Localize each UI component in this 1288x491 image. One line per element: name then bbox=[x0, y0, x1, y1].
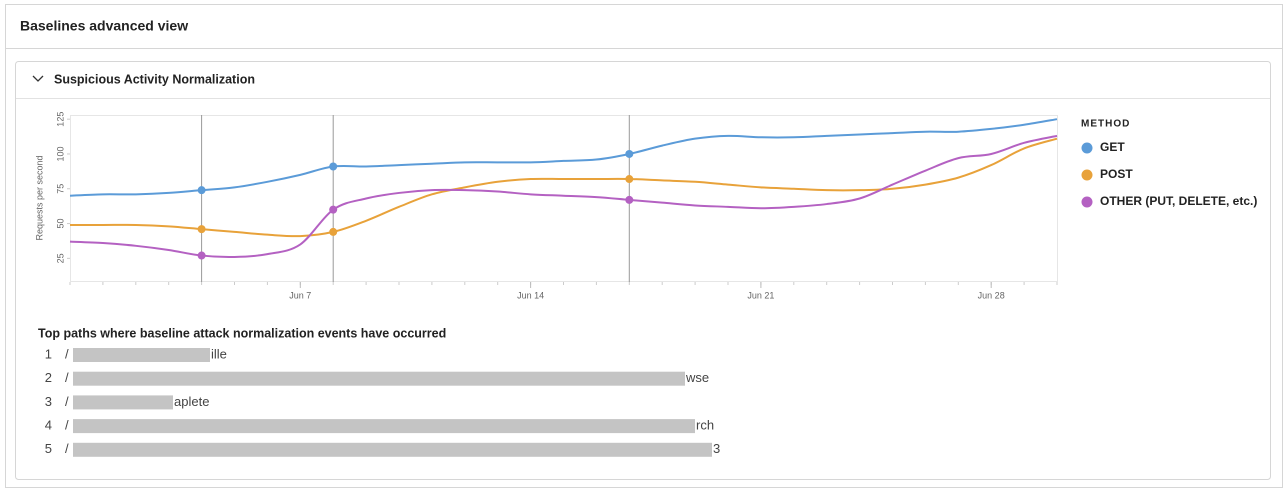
series-line bbox=[70, 137, 1058, 238]
x-tick-label: Jun 14 bbox=[517, 290, 544, 300]
legend-swatch bbox=[1081, 142, 1093, 154]
event-point bbox=[197, 251, 206, 260]
legend-swatch bbox=[1081, 196, 1093, 208]
y-tick-label: 50 bbox=[55, 219, 65, 229]
x-tick-label: Jun 7 bbox=[289, 290, 311, 300]
chart: 25 50 75 100 125 Jun 7 Jun 14 Jun 21 Jun 28 GET PO… bbox=[55, 112, 1257, 301]
event-point bbox=[625, 149, 634, 158]
y-tick-label: 75 bbox=[55, 184, 65, 194]
path-suffix: ille bbox=[211, 346, 227, 361]
redaction bbox=[73, 348, 210, 362]
redaction bbox=[73, 371, 685, 386]
series-line bbox=[69, 134, 1058, 259]
path-prefix: / bbox=[65, 346, 69, 361]
event-point bbox=[197, 225, 206, 234]
path-suffix: wse bbox=[685, 370, 709, 385]
path-prefix: / bbox=[65, 441, 69, 456]
path-rank: 3 bbox=[45, 394, 52, 409]
path-suffix: aplete bbox=[174, 394, 209, 409]
path-rank: 1 bbox=[45, 346, 52, 361]
legend-label: GET bbox=[1100, 140, 1125, 154]
legend-label: OTHER (PUT, DELETE, etc.) bbox=[1100, 194, 1257, 208]
event-point bbox=[625, 175, 634, 184]
y-tick-label: 25 bbox=[55, 253, 65, 263]
redaction bbox=[73, 419, 695, 434]
panel-title[interactable]: Suspicious Activity Normalization bbox=[54, 72, 255, 86]
x-tick-label: Jun 21 bbox=[747, 290, 774, 300]
page-title: Baselines advanced view bbox=[20, 18, 188, 34]
path-prefix: / bbox=[65, 394, 69, 409]
y-axis-label: Requests per second bbox=[34, 155, 44, 240]
event-point bbox=[329, 205, 338, 214]
redaction bbox=[73, 395, 173, 410]
paths-list: 1 / ille 2 / wse 3 / aplete 4 / rch 5 / 3 bbox=[45, 346, 720, 457]
path-rank: 2 bbox=[45, 370, 52, 385]
y-tick-label: 100 bbox=[55, 146, 65, 161]
path-rank: 4 bbox=[45, 418, 52, 433]
path-suffix: 3 bbox=[713, 441, 720, 456]
event-point bbox=[197, 186, 206, 195]
path-suffix: rch bbox=[696, 418, 714, 433]
event-point bbox=[329, 227, 338, 236]
path-prefix: / bbox=[65, 370, 69, 385]
path-rank: 5 bbox=[45, 441, 52, 456]
x-tick-label: Jun 28 bbox=[978, 290, 1005, 300]
event-point bbox=[329, 162, 338, 171]
event-point bbox=[625, 195, 634, 204]
series-line bbox=[69, 118, 1058, 197]
y-tick-label: 125 bbox=[55, 112, 65, 127]
collapse-chevron[interactable] bbox=[32, 75, 44, 82]
path-prefix: / bbox=[65, 418, 69, 433]
redaction bbox=[73, 442, 712, 457]
legend-label: POST bbox=[1100, 167, 1133, 181]
paths-title: Top paths where baseline attack normaliz… bbox=[38, 326, 446, 340]
legend-title: METHOD bbox=[1081, 119, 1130, 130]
legend-swatch bbox=[1081, 169, 1093, 181]
plot-area bbox=[70, 115, 1058, 282]
